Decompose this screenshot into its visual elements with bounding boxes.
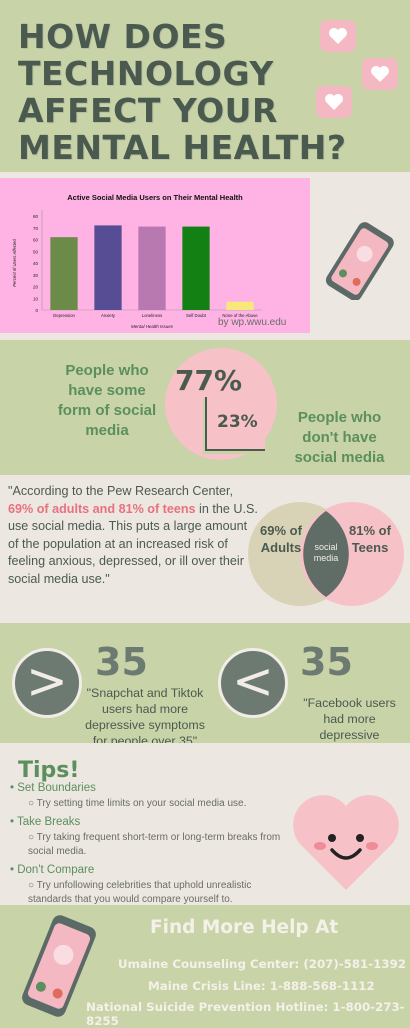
x-axis-label: Mental Health Issues: [131, 324, 174, 329]
venn-adults-label: 69% of Adults: [260, 523, 302, 555]
greater-than-icon: >: [12, 648, 82, 718]
pew-quote: "According to the Pew Research Center, 6…: [8, 483, 258, 589]
y-axis-label: Percent of Users Affected: [12, 239, 17, 287]
y-tick-label: 70: [33, 226, 39, 231]
y-tick-label: 40: [33, 261, 39, 266]
title-line-4: MENTAL HEALTH?: [18, 128, 347, 167]
y-tick-label: 60: [33, 238, 39, 243]
chart-source-caption: by wp.wwu.edu: [218, 317, 287, 328]
nothave-percent: 23%: [217, 412, 258, 432]
heart-message-icon: [316, 86, 352, 118]
tip-detail: ○ Try taking frequent short-term or long…: [28, 832, 281, 857]
bar: [138, 226, 166, 310]
x-tick-label: Self Doubt: [186, 313, 207, 318]
tip-detail: ○ Try unfollowing celebrities that uphol…: [28, 880, 252, 905]
help-line-counseling: Umaine Counseling Center: (207)-581-1392: [118, 957, 406, 971]
tip-heading-text: Don't Compare: [17, 864, 95, 876]
tips-list: • Set Boundaries ○ Try setting time limi…: [10, 782, 282, 907]
bar: [226, 301, 254, 310]
y-tick-label: 20: [33, 285, 39, 290]
tip-heading: • Set Boundaries: [10, 782, 96, 794]
help-line-crisis: Maine Crisis Line: 1-888-568-1112: [148, 979, 375, 993]
x-tick-label: None of the Above: [222, 313, 258, 318]
less-than-icon: <: [218, 648, 288, 718]
lt-number: 35: [300, 640, 353, 684]
chart-title: Active Social Media Users on Their Menta…: [67, 193, 243, 202]
quote-part-1: "According to the Pew Research Center,: [8, 484, 233, 498]
help-title: Find More Help At: [150, 917, 339, 938]
y-tick-label: 30: [33, 273, 39, 278]
x-tick-label: Anxiety: [101, 313, 116, 318]
title-line-1: HOW DOES: [18, 17, 228, 56]
tip-item: • Take Breaks ○ Try taking frequent shor…: [10, 816, 282, 859]
smartphone-icon: [22, 915, 96, 1017]
title-line-2: TECHNOLOGY: [18, 54, 274, 93]
pie-minority-slice: [205, 397, 265, 451]
page-title: HOW DOES TECHNOLOGY AFFECT YOUR MENTAL H…: [18, 18, 348, 166]
tip-item: • Don't Compare ○ Try unfollowing celebr…: [10, 864, 282, 907]
nothave-label: People who don't have social media: [294, 409, 385, 466]
x-tick-label: Loneliness: [142, 313, 163, 318]
bar: [94, 225, 122, 310]
gt-description: "Snapchat and Tiktok users had more depr…: [85, 686, 205, 748]
tip-detail-text: Try unfollowing celebrities that uphold …: [28, 880, 252, 905]
bar-chart: Active Social Media Users on Their Menta…: [12, 193, 262, 329]
venn-center-label: social media: [313, 542, 339, 563]
quote-part-2: in the U.S. use social media. This puts …: [8, 501, 258, 586]
smiley-heart-icon: [293, 795, 399, 890]
tip-heading: • Don't Compare: [10, 864, 95, 876]
tip-detail: ○ Try setting time limits on your social…: [28, 798, 247, 809]
y-tick-label: 0: [35, 308, 38, 313]
x-tick-label: Depression: [53, 313, 75, 318]
have-percent: 77%: [175, 364, 243, 397]
tip-heading: • Take Breaks: [10, 816, 81, 828]
quote-highlight: 69% of adults and 81% of teens: [8, 501, 196, 516]
heart-message-icon: [320, 20, 356, 52]
help-line-suicide-prevention: National Suicide Prevention Hotline: 1-8…: [86, 1000, 405, 1028]
bar: [182, 226, 210, 310]
tips-title: Tips!: [18, 758, 80, 783]
tip-item: • Set Boundaries ○ Try setting time limi…: [10, 782, 282, 811]
tip-heading-text: Take Breaks: [17, 816, 81, 828]
heart-message-icon: [362, 58, 398, 90]
y-tick-label: 10: [33, 296, 39, 301]
tip-heading-text: Set Boundaries: [17, 782, 96, 794]
bar: [50, 237, 78, 310]
bar-chart-panel: Active Social Media Users on Their Menta…: [0, 178, 310, 333]
tip-detail-text: Try setting time limits on your social m…: [36, 798, 247, 809]
tip-detail-text: Try taking frequent short-term or long-t…: [28, 832, 281, 857]
have-label: People who have some form of social medi…: [57, 362, 157, 439]
gt-number: 35: [95, 640, 148, 684]
y-tick-label: 80: [33, 214, 39, 219]
smartphone-icon: [325, 222, 394, 300]
venn-overlap: [303, 511, 349, 597]
venn-teens-label: 81% of Teens: [349, 523, 391, 555]
title-line-3: AFFECT YOUR: [18, 91, 278, 130]
y-tick-label: 50: [33, 249, 39, 254]
